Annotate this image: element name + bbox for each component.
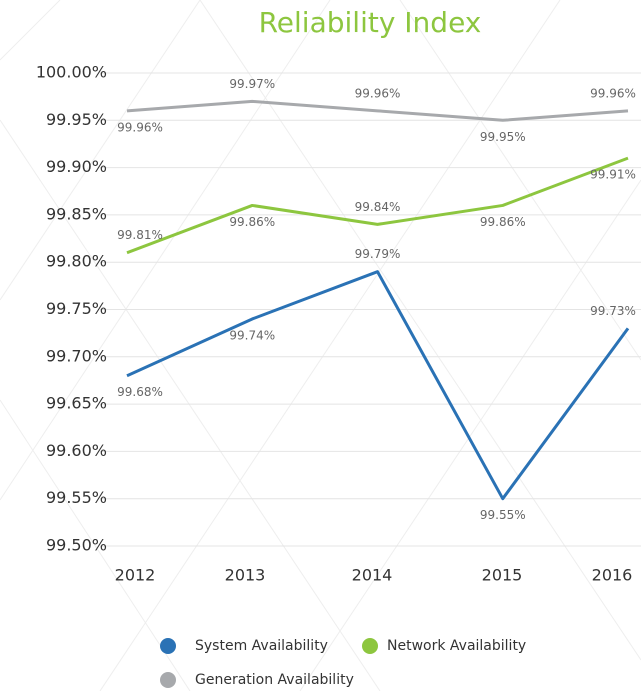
chart-title: Reliability Index [259,6,482,39]
y-tick-label: 99.90% [46,157,107,176]
y-tick-label: 100.00% [36,63,107,82]
data-label: 99.81% [117,228,163,242]
x-tick-label: 2012 [115,566,156,585]
data-label: 99.84% [355,200,401,214]
data-label: 99.79% [355,247,401,261]
data-label: 99.86% [229,215,275,229]
data-label: 99.86% [480,215,526,229]
x-tick-label: 2015 [482,566,523,585]
y-tick-label: 99.50% [46,536,107,555]
data-label: 99.68% [117,385,163,399]
data-label: 99.96% [117,120,163,134]
data-label: 99.96% [590,86,636,100]
data-label: 99.73% [590,304,636,318]
data-label: 99.91% [590,168,636,182]
y-tick-label: 99.65% [46,394,107,413]
x-tick-label: 2016 [592,566,633,585]
series-line [126,270,630,501]
legend-label: Network Availability [387,638,526,654]
x-tick-label: 2013 [225,566,266,585]
data-label: 99.97% [229,77,275,91]
data-label: 99.95% [480,130,526,144]
data-label: 99.96% [355,86,401,100]
y-tick-label: 99.80% [46,252,107,271]
legend-label: Generation Availability [195,672,354,688]
series-line [126,99,629,122]
y-tick-label: 99.60% [46,441,107,460]
series-line [126,156,629,255]
x-tick-label: 2014 [352,566,393,585]
data-label: 99.55% [480,508,526,522]
data-label: 99.74% [229,328,275,342]
legend-swatch [160,638,176,654]
y-tick-label: 99.95% [46,110,107,129]
y-tick-label: 99.55% [46,488,107,507]
y-tick-label: 99.70% [46,346,107,365]
y-tick-label: 99.75% [46,299,107,318]
legend-label: System Availability [195,638,328,654]
y-tick-label: 99.85% [46,204,107,223]
legend-swatch [160,672,176,688]
legend-swatch [362,638,378,654]
